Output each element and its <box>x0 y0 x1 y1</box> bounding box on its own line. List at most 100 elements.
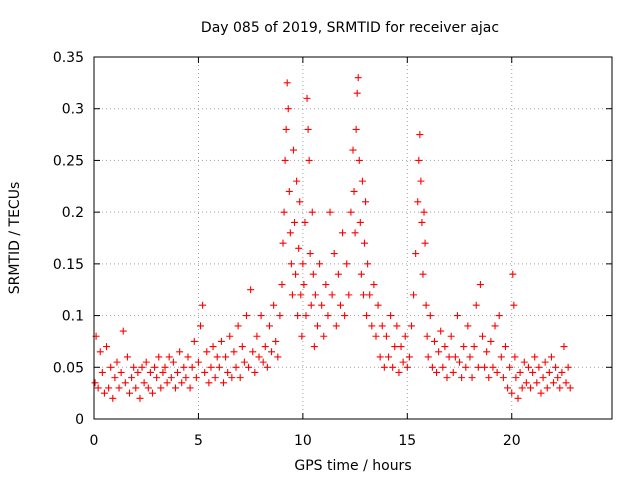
data-point <box>366 291 374 299</box>
data-point <box>279 239 287 247</box>
data-points <box>91 74 574 402</box>
data-point <box>126 389 134 397</box>
data-point <box>184 353 192 361</box>
data-point <box>417 177 425 185</box>
data-point <box>451 353 459 361</box>
y-tick-label: 0.1 <box>62 309 84 325</box>
x-tick-label: 15 <box>398 433 416 449</box>
data-point <box>213 353 221 361</box>
data-point <box>391 343 399 351</box>
data-point <box>253 332 261 340</box>
data-point <box>483 348 491 356</box>
data-point <box>401 332 409 340</box>
data-point <box>416 131 424 139</box>
data-point <box>499 374 507 382</box>
data-point <box>487 337 495 345</box>
data-point <box>109 394 117 402</box>
data-point <box>376 353 384 361</box>
data-point <box>405 353 413 361</box>
data-point <box>209 343 217 351</box>
data-point <box>238 343 246 351</box>
chart-title: Day 085 of 2019, SRMTID for receiver aja… <box>201 20 499 36</box>
data-point <box>232 363 240 371</box>
data-point <box>353 89 361 97</box>
data-point <box>424 353 432 361</box>
data-point <box>302 312 310 320</box>
data-point <box>426 312 434 320</box>
data-point <box>564 363 572 371</box>
data-point <box>180 363 188 371</box>
data-point <box>464 322 472 330</box>
data-point <box>159 368 167 376</box>
data-point <box>510 301 518 309</box>
data-point <box>389 363 397 371</box>
data-point <box>103 343 111 351</box>
data-point <box>247 286 255 294</box>
data-point <box>472 301 480 309</box>
data-point <box>428 363 436 371</box>
data-point <box>328 291 336 299</box>
data-point <box>393 322 401 330</box>
data-point <box>169 358 177 366</box>
data-point <box>439 363 447 371</box>
data-point <box>167 374 175 382</box>
data-point <box>297 291 305 299</box>
data-point <box>304 125 312 133</box>
data-point <box>255 353 263 361</box>
data-point <box>421 239 429 247</box>
data-point <box>182 374 190 382</box>
data-point <box>303 94 311 102</box>
data-point <box>107 363 115 371</box>
data-point <box>242 312 250 320</box>
data-point <box>435 348 443 356</box>
data-point <box>280 208 288 216</box>
data-point <box>178 379 186 387</box>
data-point <box>151 363 159 371</box>
data-point <box>307 301 315 309</box>
grid-lines <box>94 57 612 419</box>
data-point <box>418 218 426 226</box>
data-point <box>356 218 364 226</box>
data-point <box>113 358 121 366</box>
data-point <box>287 260 295 268</box>
data-point <box>283 79 291 87</box>
data-point <box>305 156 313 164</box>
data-point <box>190 337 198 345</box>
data-point <box>288 291 296 299</box>
plot-frame <box>93 56 613 420</box>
data-point <box>350 187 358 195</box>
data-point <box>148 389 156 397</box>
data-point <box>311 291 319 299</box>
data-point <box>485 374 493 382</box>
data-point <box>334 270 342 278</box>
data-point <box>527 384 535 392</box>
data-point <box>289 146 297 154</box>
data-point <box>326 208 334 216</box>
data-point <box>292 270 300 278</box>
x-tick-label: 5 <box>194 433 203 449</box>
data-point <box>144 384 152 392</box>
data-point <box>412 250 420 258</box>
data-point <box>343 260 351 268</box>
data-point <box>322 281 330 289</box>
data-point <box>138 363 146 371</box>
data-point <box>489 363 497 371</box>
data-point <box>382 332 390 340</box>
data-point <box>539 374 547 382</box>
data-point <box>518 384 526 392</box>
data-point <box>420 208 428 216</box>
data-point <box>458 374 466 382</box>
data-point <box>509 270 517 278</box>
data-point <box>224 368 232 376</box>
data-point <box>251 368 259 376</box>
data-point <box>215 363 223 371</box>
data-point <box>100 389 108 397</box>
x-tick-label: 0 <box>90 433 99 449</box>
data-point <box>562 379 570 387</box>
data-point <box>263 363 271 371</box>
data-point <box>385 353 393 361</box>
data-point <box>295 244 303 252</box>
data-point <box>130 363 138 371</box>
data-point <box>535 363 543 371</box>
